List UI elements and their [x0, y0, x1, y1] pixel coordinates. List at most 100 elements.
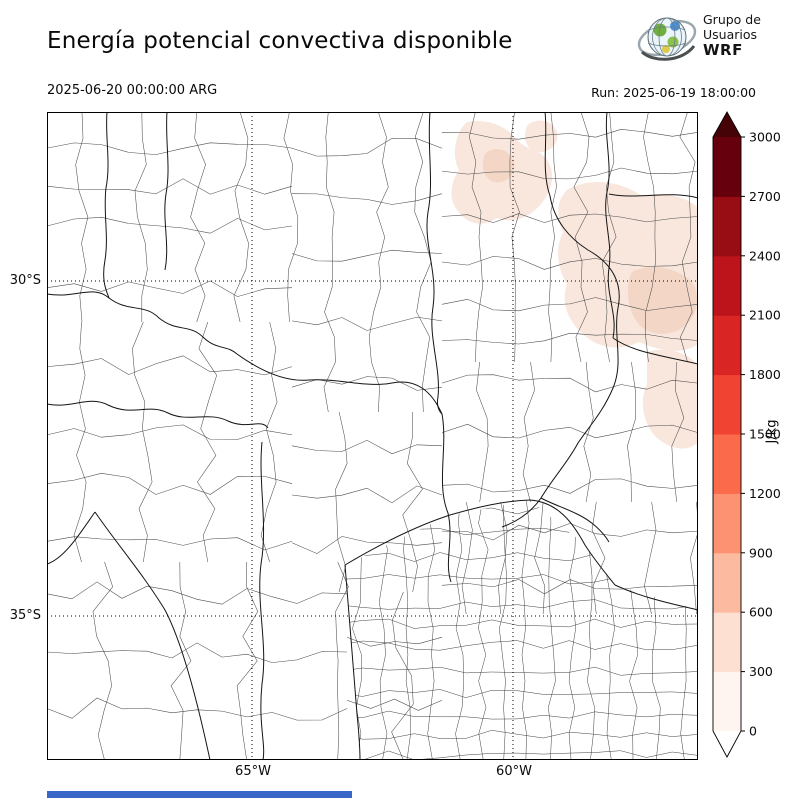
boundary-line — [346, 636, 443, 647]
graticule-layer — [47, 112, 698, 760]
boundary-line — [441, 167, 698, 180]
boundary-line — [134, 112, 148, 322]
boundary-line — [47, 581, 348, 605]
boundary-line — [47, 424, 293, 440]
boundary-line — [583, 361, 594, 503]
boundary-line — [591, 501, 606, 615]
colorbar-tick-label: 3000 — [749, 130, 781, 145]
boundary-line — [323, 112, 336, 413]
colorbar-tick-label: 2700 — [749, 189, 781, 204]
colorbar-tick-label: 600 — [749, 605, 773, 620]
boundary-line — [291, 439, 443, 455]
colorbar-tick-label: 0 — [749, 724, 757, 739]
colorbar-over-arrow — [713, 112, 741, 137]
boundary-line — [568, 500, 577, 760]
colorbar: 0 300 600 900 1200 1500 1800 2100 2400 2700 3000 — [712, 111, 781, 758]
boundary-line — [441, 579, 698, 595]
colorbar-tick-label: 2400 — [749, 248, 781, 263]
boundary-line — [291, 536, 443, 554]
colorbar-segment — [713, 374, 741, 435]
boundary-line — [345, 504, 698, 515]
wrf-globe-icon — [637, 17, 697, 61]
boundary-line — [441, 523, 698, 541]
boundary-line — [521, 500, 530, 760]
boundary-line — [441, 478, 698, 494]
boundary-line — [455, 500, 465, 760]
boundary-line — [291, 316, 443, 331]
boundary-line — [441, 332, 698, 345]
boundary-line — [587, 500, 595, 760]
boundary-line — [345, 552, 698, 563]
boundary-line — [291, 376, 443, 391]
boundary-line — [391, 591, 414, 760]
boundary-line — [643, 112, 656, 363]
boundary-line — [73, 321, 87, 563]
cape-shading-layer — [451, 120, 698, 449]
boundary-line — [47, 536, 293, 551]
colorbar-segment — [713, 196, 741, 257]
boundary-line — [352, 500, 362, 760]
boundary-line — [469, 112, 483, 363]
boundary-line — [534, 501, 546, 615]
boundary-line — [690, 501, 698, 615]
boundary-line — [644, 501, 657, 615]
logo-text-line2: Usuarios — [703, 27, 758, 42]
boundary-line — [345, 730, 698, 740]
wrf-logo: Grupo de Usuarios WRF — [636, 8, 800, 70]
boundary-line — [627, 361, 636, 503]
boundary-line — [651, 500, 661, 760]
colorbar-segment — [713, 434, 741, 494]
boundary-line — [628, 500, 638, 760]
colorbar-segment — [713, 137, 741, 197]
lat-label-30s: 30°S — [9, 273, 41, 288]
footer-accent-bar — [47, 791, 352, 798]
boundary-line — [345, 599, 698, 610]
boundary-line — [345, 618, 698, 629]
boundary-line — [47, 697, 348, 721]
page-title: Energía potencial convectiva disponible — [47, 28, 513, 54]
logo-text-wrf: WRF — [703, 41, 743, 59]
boundary-line — [522, 361, 535, 503]
boundary-line — [283, 112, 299, 323]
boundary-line — [291, 249, 443, 262]
boundary-line — [345, 750, 698, 760]
boundary-line — [461, 501, 473, 615]
boundary-line — [335, 561, 349, 760]
colorbar-segment — [713, 612, 741, 673]
boundary-line — [346, 698, 443, 711]
boundary-line — [170, 561, 192, 760]
boundary-line — [441, 129, 698, 140]
boundary-line — [190, 112, 206, 323]
colorbar-segment — [713, 315, 741, 376]
colorbar-tick-label: 1800 — [749, 367, 781, 382]
boundary-line — [92, 561, 114, 760]
boundary-line — [671, 361, 685, 503]
boundary-line — [132, 321, 153, 563]
boundary-line — [441, 374, 698, 393]
boundary-line — [476, 361, 489, 503]
boundary-line — [509, 112, 520, 363]
boundary-line — [441, 297, 698, 312]
boundary-line — [601, 112, 617, 363]
colorbar-segment — [713, 552, 741, 613]
buenos-aires-partidos-layer — [345, 500, 698, 760]
colorbar-tick-label: 300 — [749, 664, 773, 679]
boundary-line — [335, 411, 348, 593]
boundary-line — [291, 193, 443, 205]
lat-label-35s: 35°S — [9, 608, 41, 623]
boundary-line — [47, 355, 293, 376]
boundary-line — [478, 500, 489, 760]
boundary-line — [441, 256, 698, 270]
boundary-line — [47, 142, 293, 155]
boundary-line — [260, 321, 278, 563]
boundary-line — [345, 574, 698, 585]
boundary-line — [236, 561, 259, 760]
colorbar-unit-label: J/kg — [764, 419, 780, 444]
boundary-line — [414, 112, 432, 413]
boundary-line — [47, 280, 293, 297]
boundary-line — [499, 500, 507, 760]
colorbar-tick-label: 2100 — [749, 308, 781, 323]
map-frame — [47, 112, 698, 760]
boundary-line — [403, 500, 411, 760]
boundary-line — [345, 666, 698, 676]
